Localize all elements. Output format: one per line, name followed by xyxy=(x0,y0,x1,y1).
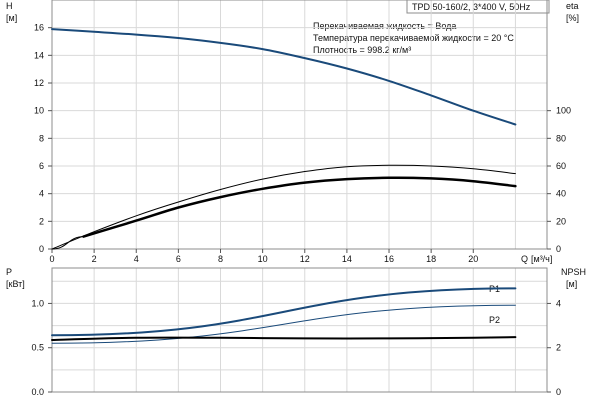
x-tick-label: 20 xyxy=(468,254,478,264)
curve-p2 xyxy=(51,304,516,344)
model-box xyxy=(406,0,550,14)
top-left-tick-label: 0 xyxy=(39,244,44,254)
bottom-left-tick-label: 1.0 xyxy=(31,298,44,308)
top-right-tick-label: 20 xyxy=(556,216,566,226)
top-right-tick-label: 80 xyxy=(556,133,566,143)
curve-p1 xyxy=(51,287,517,337)
x-tick-label: 10 xyxy=(258,254,268,264)
x-tick-label: 2 xyxy=(92,254,97,264)
efficiency-axis-unit: [%] xyxy=(566,13,579,23)
top-left-tick-label: 4 xyxy=(39,189,44,199)
x-tick-label: 4 xyxy=(134,254,139,264)
x-tick-label: 0 xyxy=(49,254,54,264)
bottom-right-tick-label: 2 xyxy=(556,343,561,353)
head-axis-unit: [м] xyxy=(6,13,17,23)
top-right-tick-label: 40 xyxy=(556,189,566,199)
series-label-p2: P2 xyxy=(489,315,500,325)
x-tick-label: 6 xyxy=(176,254,181,264)
top-left-tick-label: 2 xyxy=(39,216,44,226)
info-line-temperature: Температура перекачиваемой жидкости = 20… xyxy=(313,33,514,43)
top-left-tick-label: 16 xyxy=(34,23,44,33)
power-axis-unit: [кВт] xyxy=(6,279,25,289)
top-curve-2 xyxy=(82,176,517,238)
top-right-tick-label: 100 xyxy=(556,106,571,116)
bottom-left-tick-label: 0.0 xyxy=(31,387,44,397)
info-line-fluid: Перекачиваемая жидкость = Вода xyxy=(313,21,456,31)
npsh-axis-unit: [м] xyxy=(566,279,577,289)
top-curve-0 xyxy=(51,28,517,126)
bottom-curve-2 xyxy=(51,336,517,341)
top-left-tick-label: 10 xyxy=(34,106,44,116)
top-right-tick-label: 60 xyxy=(556,161,566,171)
top-left-tick-label: 8 xyxy=(39,133,44,143)
top-left-tick-label: 12 xyxy=(34,78,44,88)
x-tick-label: 8 xyxy=(218,254,223,264)
bottom-right-tick-label: 0 xyxy=(556,387,561,397)
efficiency-axis-label: eta xyxy=(566,1,579,11)
bottom-plot-frame xyxy=(51,267,548,393)
x-tick-label: 12 xyxy=(300,254,310,264)
top-curve-3 xyxy=(51,236,85,250)
flow-axis-unit: [м³/ч] xyxy=(531,254,552,264)
top-left-tick-label: 14 xyxy=(34,50,44,60)
bottom-left-tick-label: 0.5 xyxy=(31,343,44,353)
bottom-right-tick-label: 4 xyxy=(556,298,561,308)
top-curve-1 xyxy=(51,164,516,250)
npsh-axis-label: NPSH xyxy=(561,267,586,277)
head-axis-label: H xyxy=(6,1,13,11)
top-right-tick-label: 0 xyxy=(556,244,561,254)
model-title: TPD 50-160/2, 3*400 V, 50Hz xyxy=(412,2,531,12)
flow-axis-label: Q xyxy=(521,254,528,264)
top-plot-frame xyxy=(51,0,548,250)
info-line-density: Плотность = 998.2 кг/м³ xyxy=(313,45,411,55)
x-tick-label: 18 xyxy=(426,254,436,264)
power-axis-label: P xyxy=(6,267,12,277)
top-left-tick-label: 6 xyxy=(39,161,44,171)
x-tick-label: 16 xyxy=(384,254,394,264)
x-tick-label: 14 xyxy=(342,254,352,264)
